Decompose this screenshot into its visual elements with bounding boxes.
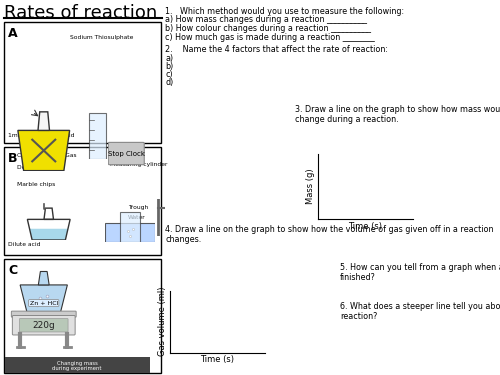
X-axis label: Time (s): Time (s) xyxy=(348,222,382,231)
Polygon shape xyxy=(20,285,68,312)
Text: C: C xyxy=(8,264,17,277)
Y-axis label: Mass (g): Mass (g) xyxy=(306,169,314,204)
Bar xyxy=(5,357,150,373)
Text: Clamp: Clamp xyxy=(118,153,137,158)
Text: d): d) xyxy=(165,78,173,87)
FancyBboxPatch shape xyxy=(20,318,68,332)
Text: Delivery tube: Delivery tube xyxy=(17,165,58,170)
Text: a): a) xyxy=(165,54,173,63)
Text: Trough: Trough xyxy=(128,205,148,210)
Text: 3. Draw a line on the graph to show how mass would
change during a reaction.: 3. Draw a line on the graph to show how … xyxy=(295,105,500,125)
Bar xyxy=(4,22,161,143)
Text: Dilute acid: Dilute acid xyxy=(8,242,40,247)
Text: 5. How can you tell from a graph when a reaction is
finished?: 5. How can you tell from a graph when a … xyxy=(340,263,500,282)
Y-axis label: Gas volume (ml): Gas volume (ml) xyxy=(158,287,167,356)
Polygon shape xyxy=(18,130,70,171)
Text: b): b) xyxy=(165,63,173,72)
Text: 6. What does a steeper line tell you about the rate of
reaction?: 6. What does a steeper line tell you abo… xyxy=(340,302,500,321)
Text: B: B xyxy=(8,152,18,165)
Text: Rates of reaction: Rates of reaction xyxy=(4,4,157,22)
Text: Marble chips: Marble chips xyxy=(17,182,55,187)
Text: a) How mass changes during a reaction __________: a) How mass changes during a reaction __… xyxy=(165,15,367,24)
FancyBboxPatch shape xyxy=(108,142,144,165)
Polygon shape xyxy=(120,212,140,242)
Polygon shape xyxy=(38,272,49,285)
Text: Sodium Thiosulphate: Sodium Thiosulphate xyxy=(70,35,134,40)
Bar xyxy=(4,259,161,373)
Text: b) How colour changes during a reaction __________: b) How colour changes during a reaction … xyxy=(165,24,371,33)
Text: A: A xyxy=(8,27,18,40)
Text: 2.    Name the 4 factors that affect the rate of reaction:: 2. Name the 4 factors that affect the ra… xyxy=(165,45,388,54)
FancyBboxPatch shape xyxy=(12,315,75,335)
Text: Zn + HCl: Zn + HCl xyxy=(30,301,58,306)
Polygon shape xyxy=(24,163,64,171)
Text: c): c) xyxy=(165,70,172,80)
Polygon shape xyxy=(105,223,155,242)
Text: Changing mass
during experiment: Changing mass during experiment xyxy=(52,361,102,371)
Polygon shape xyxy=(89,113,106,159)
FancyBboxPatch shape xyxy=(12,311,76,317)
Polygon shape xyxy=(30,229,68,240)
Text: c) How much gas is made during a reaction ________: c) How much gas is made during a reactio… xyxy=(165,33,375,42)
Text: Measuring cylinder: Measuring cylinder xyxy=(110,162,168,167)
Bar xyxy=(4,147,161,255)
X-axis label: Time (s): Time (s) xyxy=(200,355,234,364)
Text: 220g: 220g xyxy=(32,321,55,330)
Text: Carbon Dioxide Gas: Carbon Dioxide Gas xyxy=(17,153,76,158)
Text: 1ml Hydrochloric Acid: 1ml Hydrochloric Acid xyxy=(8,133,74,138)
Text: Water: Water xyxy=(128,215,146,220)
Text: 4. Draw a line on the graph to show how the volume of gas given off in a reactio: 4. Draw a line on the graph to show how … xyxy=(165,225,494,245)
Text: Stop Clock: Stop Clock xyxy=(108,151,145,157)
Text: 1.   Which method would you use to measure the following:: 1. Which method would you use to measure… xyxy=(165,7,404,16)
Polygon shape xyxy=(38,112,50,130)
